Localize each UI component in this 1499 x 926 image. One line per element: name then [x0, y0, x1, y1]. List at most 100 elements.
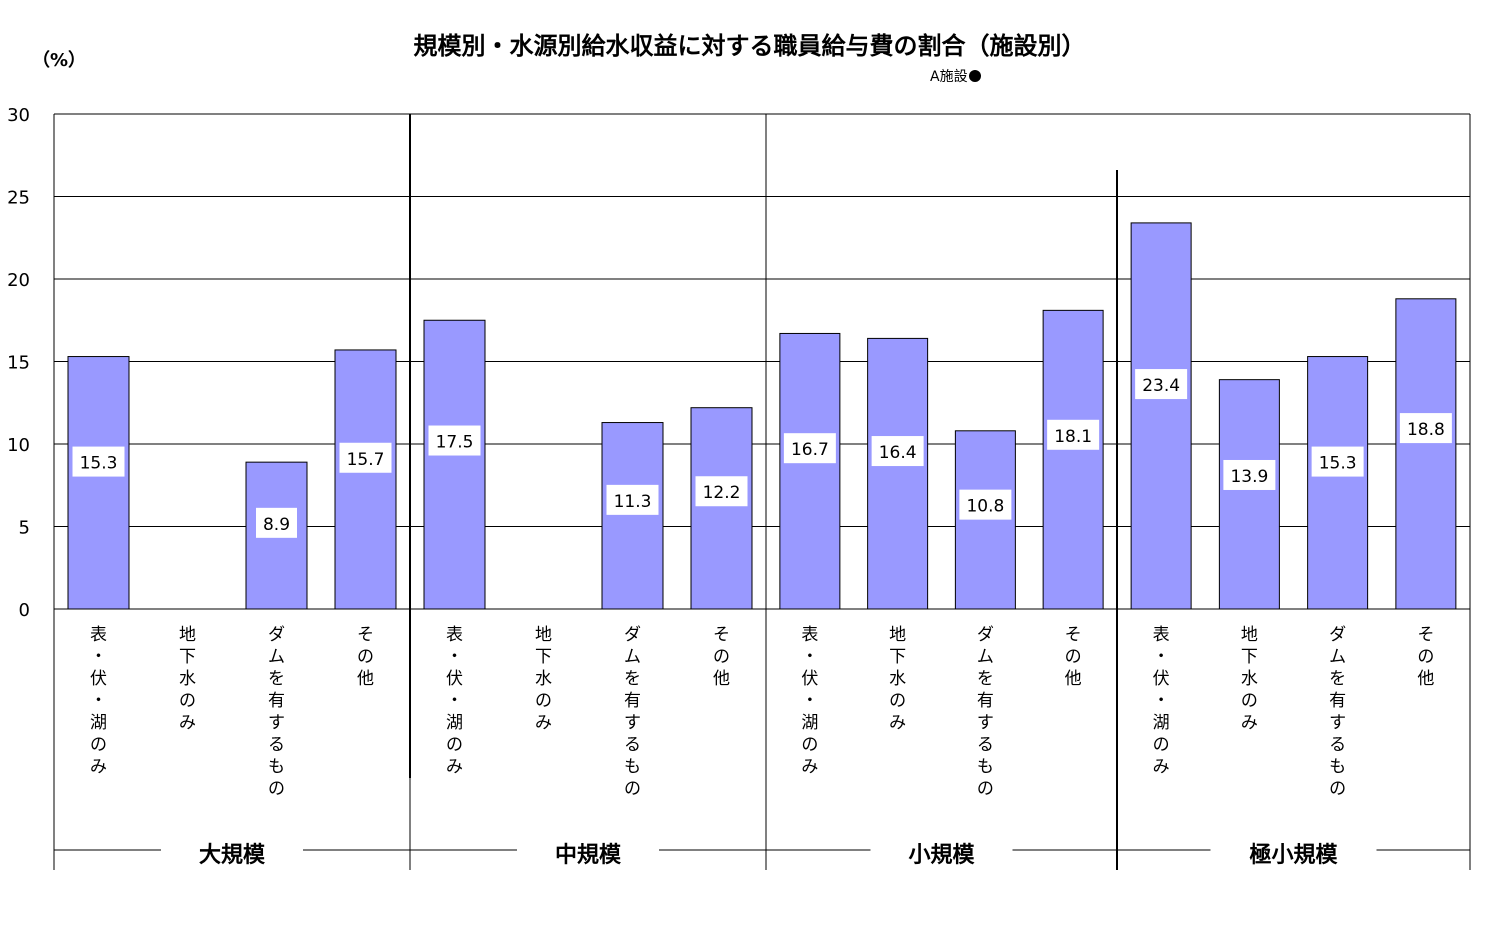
data-label-box	[1223, 459, 1276, 490]
category-label-char: の	[889, 691, 906, 711]
category-label-char: ・	[1153, 647, 1170, 667]
category-label-char: 湖	[801, 713, 818, 733]
category-label-char: み	[179, 713, 196, 733]
bar	[779, 332, 841, 610]
category-label-char: ダ	[268, 625, 285, 645]
y-axis-unit-label: （%）	[32, 50, 87, 71]
group-label: 小規模	[908, 843, 975, 868]
group-label: 中規模	[555, 843, 622, 868]
data-label: 12.2	[703, 483, 741, 503]
category-label-char: の	[801, 735, 818, 755]
category-label-char: 湖	[90, 713, 107, 733]
y-tick-label: 15	[7, 353, 30, 374]
data-label: 13.9	[1230, 467, 1268, 487]
category-label-char: る	[977, 735, 994, 755]
category-label-char: み	[535, 713, 552, 733]
data-label: 15.3	[1319, 454, 1357, 474]
category-label-char: 表	[1153, 625, 1170, 645]
category-label-char: の	[90, 735, 107, 755]
bar	[690, 407, 753, 610]
category-label-char: の	[1417, 647, 1434, 667]
data-label: 18.8	[1407, 420, 1445, 440]
labels: 05101520253015.3表・伏・湖のみ地下水のみ8.9ダムを有するもの1…	[7, 105, 1452, 868]
bar	[1218, 379, 1280, 610]
category-label-char: の	[1241, 691, 1258, 711]
data-label-box	[695, 476, 748, 507]
category-label-char: も	[268, 757, 285, 777]
category-label-char: す	[268, 713, 285, 733]
data-label: 17.5	[436, 433, 474, 453]
legend: A施設	[930, 66, 981, 86]
chart-title: 規模別・水源別給水収益に対する職員給与費の割合（施設別）	[413, 32, 1086, 60]
bar	[1395, 298, 1457, 610]
category-label-char: 地	[179, 625, 196, 645]
category-label-char: ム	[624, 647, 641, 667]
category-label-char: 他	[1417, 669, 1434, 689]
data-label-box	[1399, 413, 1452, 444]
category-label-char: ダ	[624, 625, 641, 645]
category-label-char: 湖	[446, 713, 463, 733]
category-label-char: ・	[446, 691, 463, 711]
data-label-box	[1047, 419, 1100, 450]
category-label-char: を	[624, 669, 641, 689]
category-label-char: 水	[889, 669, 906, 689]
category-label-char: す	[624, 713, 641, 733]
category-label-char: 他	[357, 669, 374, 689]
y-tick-label: 20	[7, 270, 30, 291]
data-label-box	[256, 507, 297, 538]
category-label-char: も	[977, 757, 994, 777]
group-label: 極小規模	[1249, 842, 1338, 868]
category-label-char: み	[90, 757, 107, 777]
category-label-char: 下	[535, 647, 552, 667]
data-label: 15.3	[80, 454, 118, 474]
category-label-char: そ	[1417, 625, 1434, 645]
category-label-char: も	[1329, 757, 1346, 777]
data-label: 23.4	[1142, 376, 1180, 396]
category-label-char: 有	[1329, 691, 1346, 711]
data-label: 8.9	[263, 515, 290, 535]
category-label-char: み	[446, 757, 463, 777]
category-label-char: の	[268, 779, 285, 799]
category-label-char: の	[535, 691, 552, 711]
category-label-char: の	[179, 691, 196, 711]
category-label-char: 他	[713, 669, 730, 689]
category-label-char: 水	[535, 669, 552, 689]
bar	[334, 349, 397, 610]
category-label-char: 有	[624, 691, 641, 711]
bar	[1042, 309, 1104, 610]
bar	[601, 422, 664, 610]
data-label-box	[606, 484, 659, 515]
category-label-char: そ	[1065, 625, 1082, 645]
category-label-char: を	[1329, 669, 1346, 689]
category-label-char: ・	[446, 647, 463, 667]
category-label-char: も	[624, 757, 641, 777]
data-label: 11.3	[614, 492, 652, 512]
category-label-char: ・	[90, 647, 107, 667]
group-label: 大規模	[199, 843, 266, 868]
category-label-char: す	[1329, 713, 1346, 733]
category-label-char: ・	[801, 691, 818, 711]
category-label-char: 下	[1241, 647, 1258, 667]
data-label: 15.7	[347, 450, 385, 470]
bar	[867, 337, 929, 610]
category-label-char: 伏	[1153, 669, 1170, 689]
category-label-char: 表	[446, 625, 463, 645]
category-label-char: ダ	[977, 625, 994, 645]
category-label-char: の	[446, 735, 463, 755]
category-label-char: 表	[90, 625, 107, 645]
plot-frame	[53, 113, 1471, 870]
category-label-char: そ	[713, 625, 730, 645]
category-label-char: み	[1153, 757, 1170, 777]
category-label-char: の	[713, 647, 730, 667]
category-label-char: る	[1329, 735, 1346, 755]
category-label-char: 有	[977, 691, 994, 711]
data-label-box	[428, 425, 481, 456]
category-label-char: 湖	[1153, 713, 1170, 733]
data-label-box	[959, 489, 1012, 520]
category-label-char: の	[357, 647, 374, 667]
category-label-char: の	[1329, 779, 1346, 799]
data-label: 16.7	[791, 440, 829, 460]
category-label-char: を	[977, 669, 994, 689]
category-label-char: の	[624, 779, 641, 799]
category-label-char: す	[977, 713, 994, 733]
